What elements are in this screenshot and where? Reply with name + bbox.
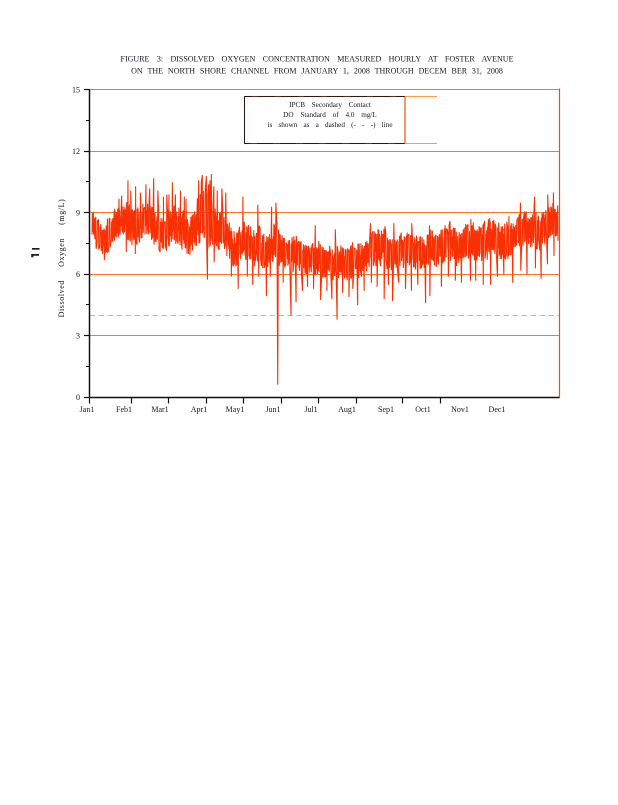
svg-text:Jun1: Jun1 xyxy=(265,405,280,414)
svg-text:ON THE NORTH SHORE CHANNEL FRO: ON THE NORTH SHORE CHANNEL FROM JANUARY … xyxy=(131,67,503,76)
svg-text:Jul1: Jul1 xyxy=(304,405,317,414)
svg-text:Nov1: Nov1 xyxy=(451,405,469,414)
svg-text:Aug1: Aug1 xyxy=(338,405,356,414)
svg-text:Apr1: Apr1 xyxy=(191,405,207,414)
svg-text:Feb1: Feb1 xyxy=(116,405,132,414)
svg-text:Dec1: Dec1 xyxy=(489,405,506,414)
svg-text:6: 6 xyxy=(76,270,80,279)
svg-text:Jan1: Jan1 xyxy=(80,405,95,414)
svg-text:FIGURE 3: DISSOLVED OXYGEN CON: FIGURE 3: DISSOLVED OXYGEN CONCENTRATION… xyxy=(121,55,514,64)
svg-text:IPCB Secondary Contact: IPCB Secondary Contact xyxy=(289,101,371,109)
svg-text:0: 0 xyxy=(76,393,80,402)
svg-text:15: 15 xyxy=(72,86,80,95)
svg-text:is shown as a dashed (- - -) l: is shown as a dashed (- - -) line xyxy=(267,121,392,129)
svg-text:Dissolved Oxygen (mg/L): Dissolved Oxygen (mg/L) xyxy=(57,199,66,318)
svg-text:May1: May1 xyxy=(226,405,245,414)
svg-text:Oct1: Oct1 xyxy=(415,405,431,414)
svg-text:DO Standard of 4.0 mg/L: DO Standard of 4.0 mg/L xyxy=(283,111,377,119)
svg-text:12: 12 xyxy=(72,147,80,156)
svg-text:9: 9 xyxy=(76,209,80,218)
svg-text:Mar1: Mar1 xyxy=(151,405,168,414)
svg-text:3: 3 xyxy=(76,332,80,341)
svg-text:Sep1: Sep1 xyxy=(378,405,394,414)
